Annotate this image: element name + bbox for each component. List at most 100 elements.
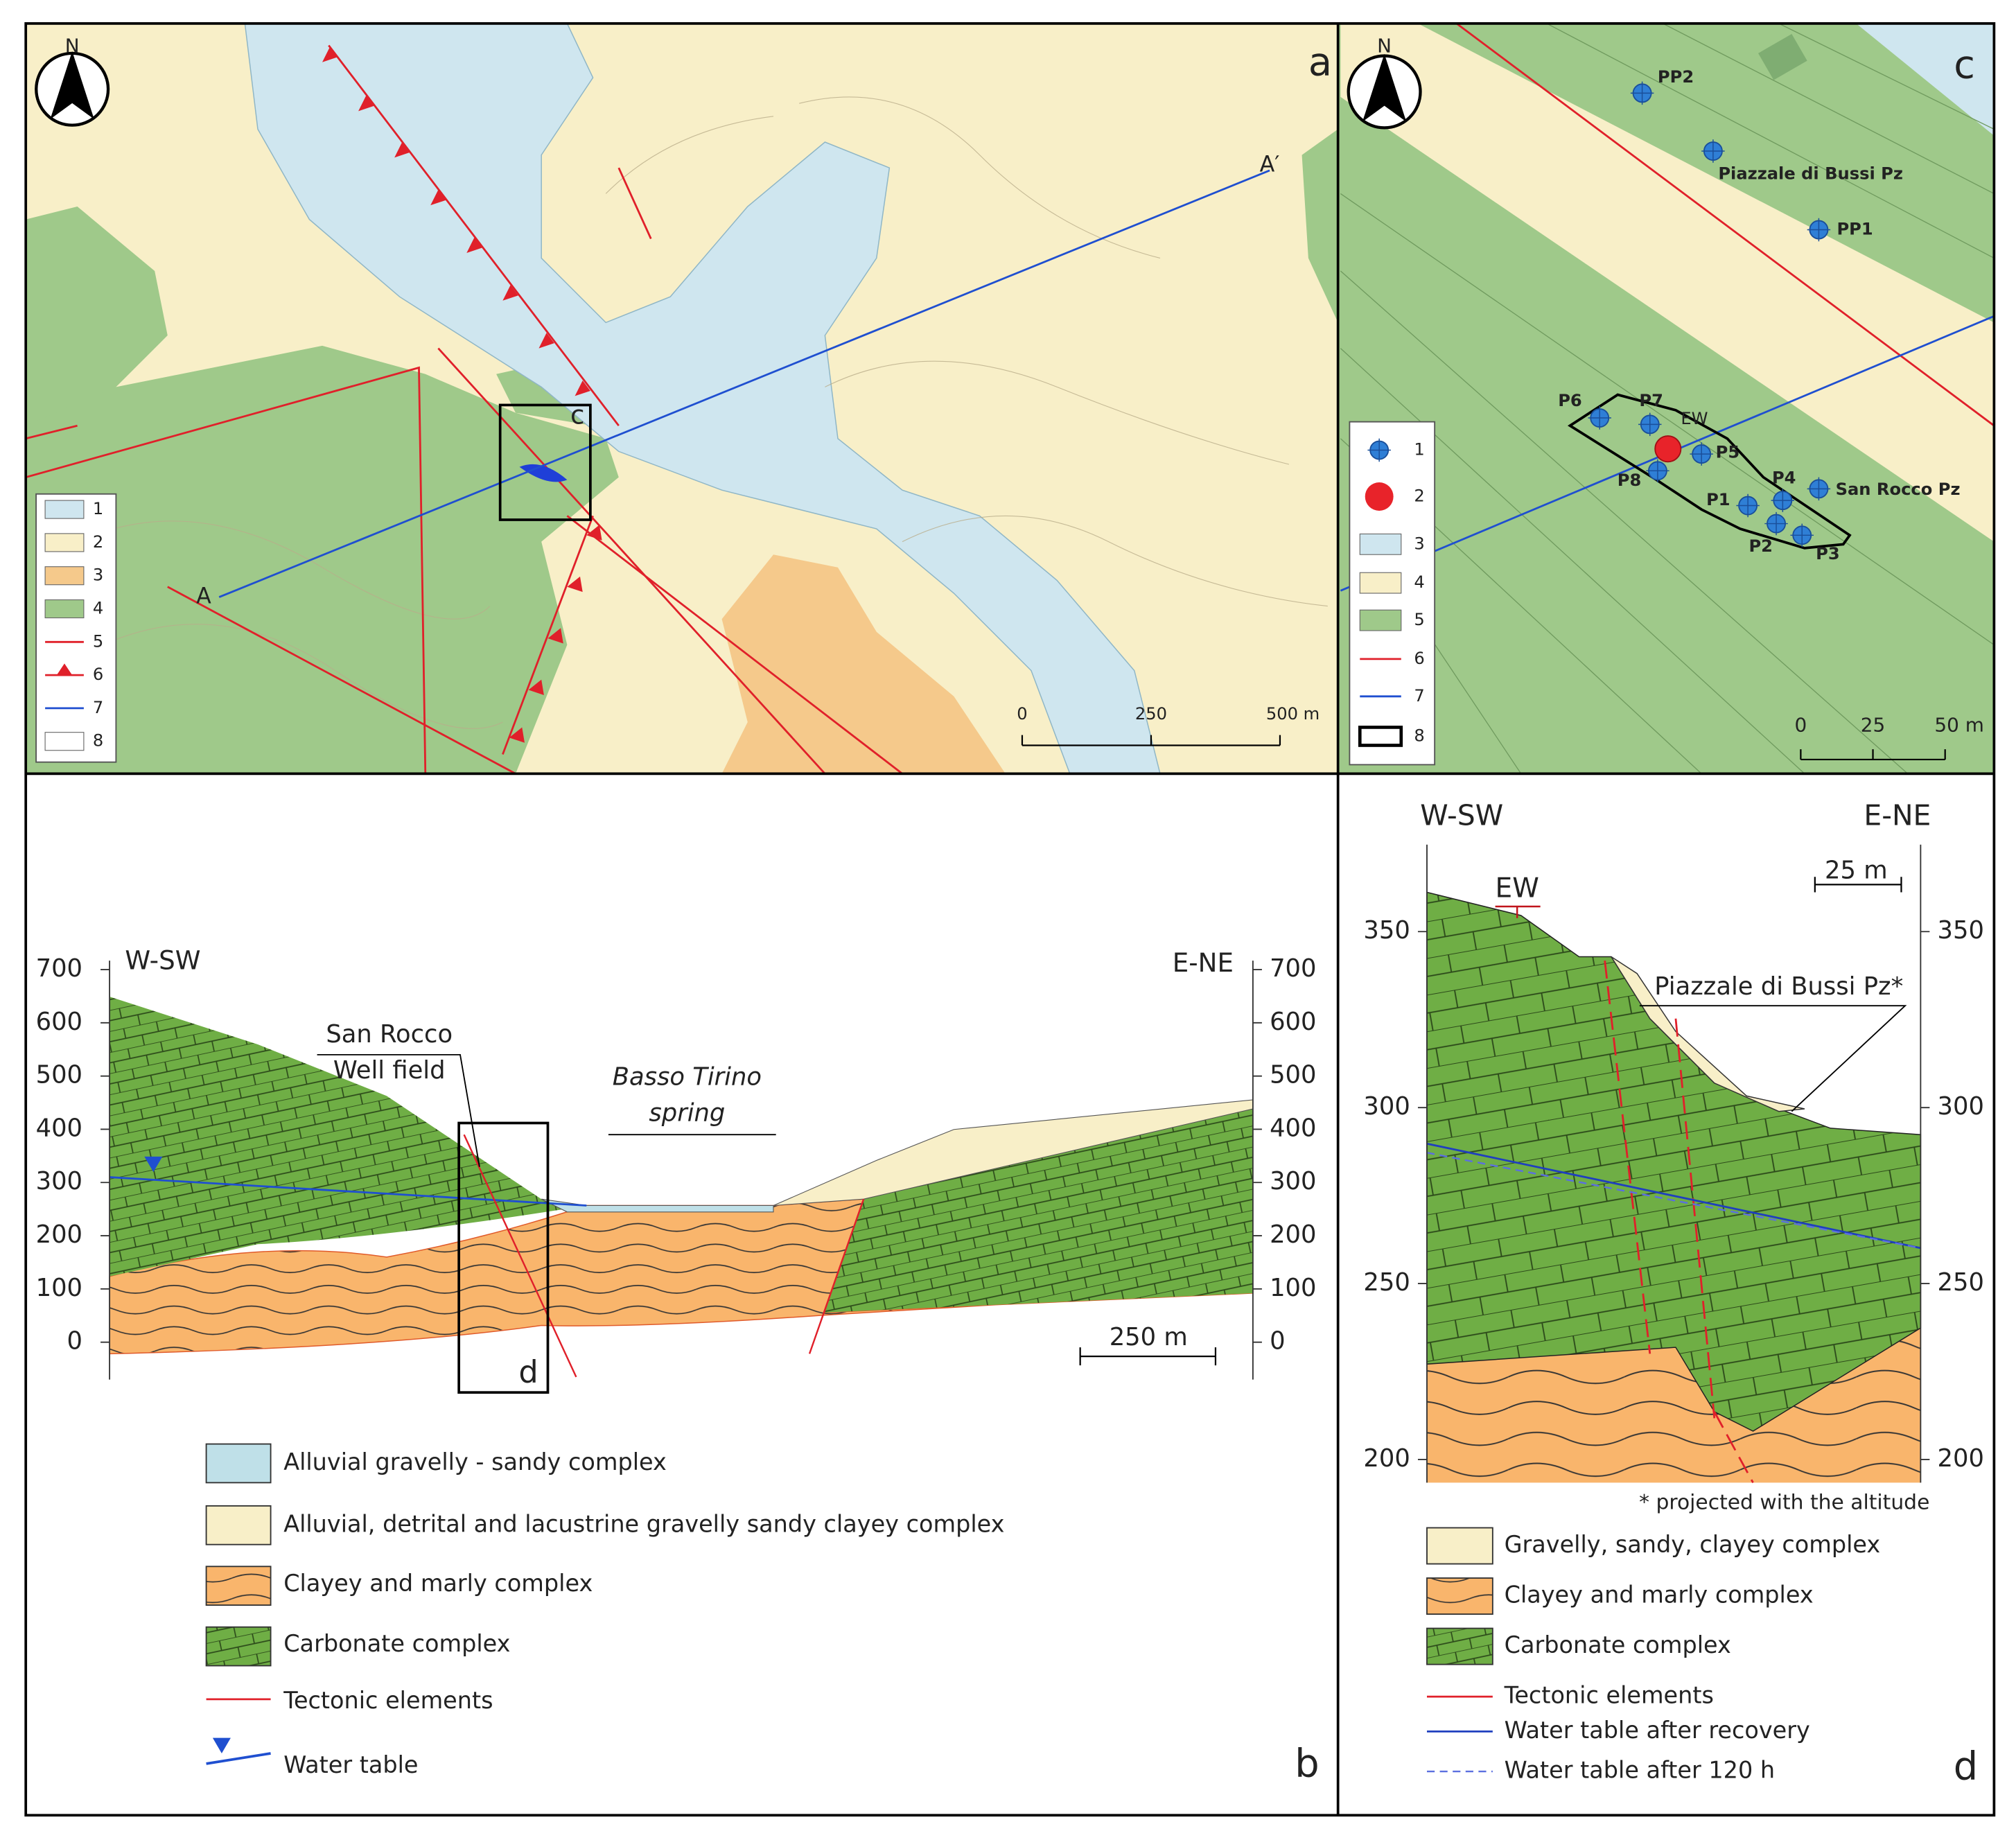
tick-label: 200 (1938, 1444, 1984, 1473)
path-shape (1856, 23, 1995, 136)
path-shape (1567, 393, 1852, 550)
legend-label: 1 (93, 499, 103, 518)
legend-swatch (1359, 572, 1402, 594)
well-label: P1 (1706, 490, 1730, 509)
path-shape (1426, 844, 1922, 1483)
tick-label: 100 (36, 1274, 82, 1302)
tick-label: 200 (36, 1220, 82, 1249)
path-shape (575, 380, 590, 396)
piezometer-cross (1638, 412, 1662, 437)
use-shape (1349, 54, 1421, 128)
path-shape (26, 424, 78, 440)
well-label: EW (1496, 873, 1539, 904)
line-shape (218, 169, 1270, 598)
path-shape (528, 679, 544, 695)
legend-label: 5 (1414, 610, 1424, 629)
tick-label: 700 (1270, 954, 1316, 983)
tick-label: 350 (1938, 916, 1984, 945)
well-label: San Rocco Pz (1836, 480, 1961, 499)
path-shape (1021, 735, 1281, 746)
piezometer-cross (1764, 511, 1788, 536)
legend-label: 3 (93, 566, 103, 585)
legend-swatch (1358, 726, 1403, 747)
legend-label: 4 (1414, 572, 1424, 592)
section-b (109, 961, 1254, 1765)
legend-label: 5 (93, 631, 103, 651)
path-shape (1340, 270, 1909, 774)
piezometer-cross (1807, 477, 1831, 501)
tick-label: 250 (1938, 1268, 1984, 1297)
scale-label: 250 (1135, 704, 1167, 724)
legend-label: Tectonic elements (1504, 1682, 1714, 1709)
legend-swatch (44, 566, 85, 586)
legend-label: Clayey and marly complex (283, 1570, 593, 1597)
path-shape (1604, 960, 1754, 1484)
legend-label: 1 (1414, 440, 1424, 459)
path-shape (566, 515, 903, 774)
path-shape (586, 525, 602, 541)
legend-label: 2 (93, 532, 103, 552)
well-label: PP2 (1658, 67, 1694, 87)
piezometer-cross (1790, 523, 1814, 547)
direction-label: E-NE (1173, 947, 1234, 978)
tick-label: 250 (1363, 1268, 1410, 1297)
path-shape (1814, 877, 1902, 893)
piezometer-cross (1771, 489, 1795, 512)
piezometer-cross (1701, 139, 1725, 163)
g-shape (1021, 735, 1281, 746)
path-shape (322, 46, 338, 62)
path-shape (437, 347, 826, 774)
line-shape (1455, 23, 1995, 427)
legend-swatch (44, 599, 85, 619)
path-shape (212, 1737, 231, 1753)
path-shape (1079, 1347, 1217, 1366)
path-shape (317, 1053, 776, 1167)
scale-label: 0 (1017, 704, 1027, 724)
path-shape (1495, 905, 1541, 918)
rect-shape (498, 403, 592, 521)
use-shape (36, 51, 108, 125)
scale-label: 25 (1861, 714, 1885, 737)
rect-shape (205, 1443, 272, 1484)
path-shape (538, 333, 554, 349)
well-label: P8 (1618, 471, 1642, 490)
path-shape (1611, 956, 1805, 1112)
legend-swatch (44, 732, 85, 751)
legend-label: 6 (93, 665, 103, 684)
path-shape (1778, 23, 1995, 130)
rect-shape (205, 1505, 272, 1545)
line-shape (206, 1752, 271, 1765)
well-label: P5 (1716, 442, 1740, 462)
path-shape (394, 142, 410, 158)
tick-label: 500 (36, 1061, 82, 1089)
rect-shape (1426, 1627, 1493, 1665)
path-shape (721, 554, 1006, 774)
tick-label: 400 (36, 1114, 82, 1142)
legend-label: 7 (1414, 686, 1424, 706)
legend-label: Water table after recovery (1505, 1717, 1810, 1744)
legend-label: Water table (283, 1751, 418, 1778)
legend-swatch (44, 500, 85, 519)
path-shape (77, 520, 491, 620)
tick-label: 600 (1270, 1008, 1316, 1036)
legend-label: 8 (1414, 726, 1424, 745)
well-label: Piazzale di Bussi Pz (1718, 164, 1903, 184)
panel-letter: d (1954, 1744, 1978, 1789)
extraction-well (1654, 435, 1682, 463)
legend-label: Carbonate complex (283, 1630, 510, 1657)
legend-label: Gravelly, sandy, clayey complex (1505, 1531, 1881, 1558)
path-shape (902, 515, 1328, 607)
legend-label: 4 (93, 599, 103, 618)
path-shape (519, 464, 568, 482)
scale-label: 250 m (1110, 1323, 1188, 1351)
frames (24, 22, 1996, 1817)
path-shape (26, 345, 619, 774)
direction-label: W-SW (125, 945, 200, 975)
tick-label: 300 (1938, 1092, 1984, 1121)
tick-label: 300 (1270, 1167, 1316, 1195)
path-shape (430, 189, 446, 206)
legend-label: Alluvial gravelly - sandy complex (283, 1448, 667, 1475)
legend-swatch (1359, 609, 1402, 631)
tick-label: 0 (1270, 1327, 1285, 1356)
well-label: EW (1681, 409, 1708, 428)
